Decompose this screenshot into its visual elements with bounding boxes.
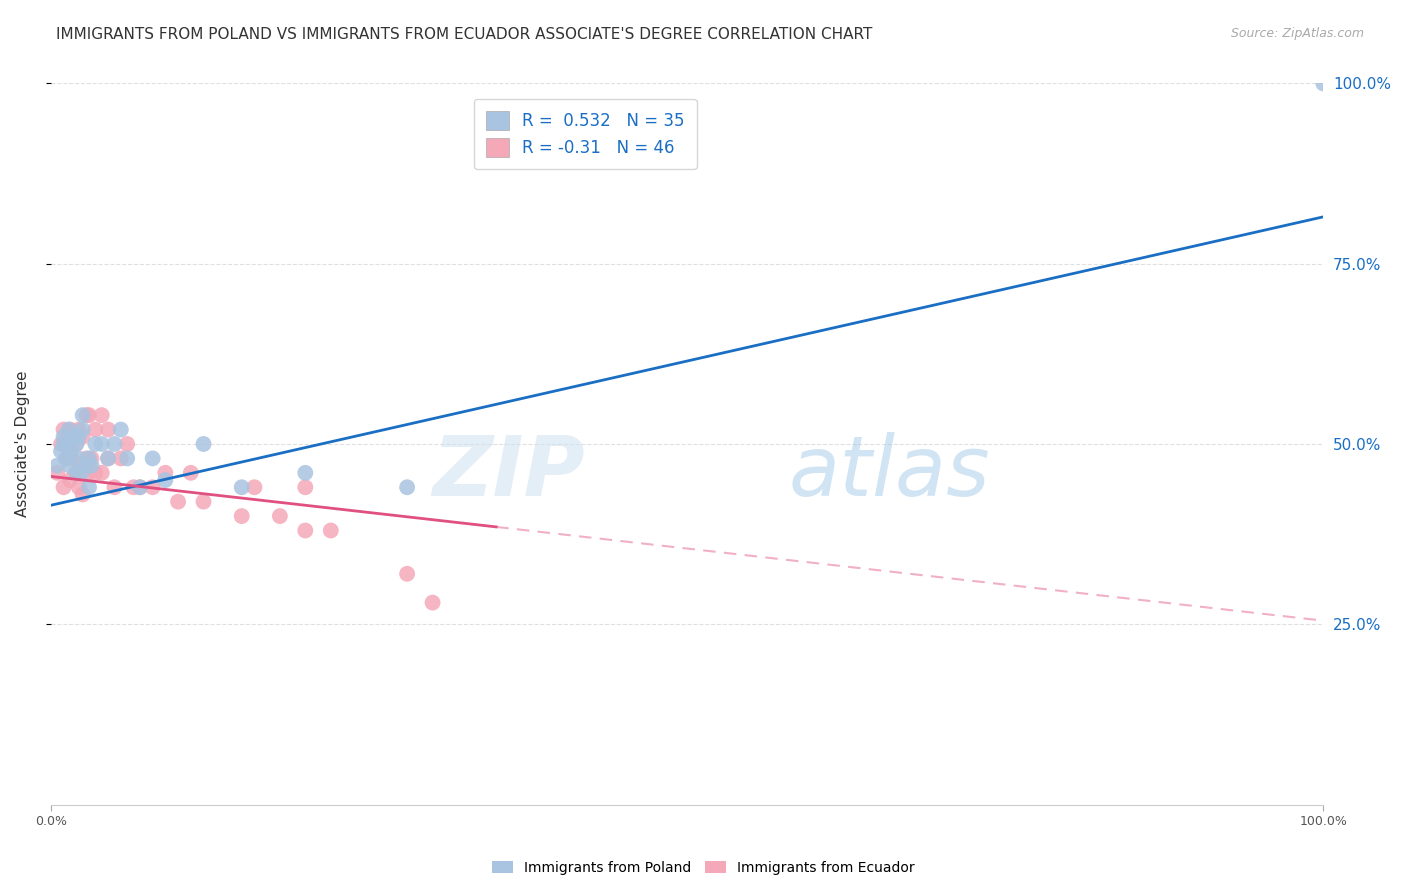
Point xyxy=(155,473,177,487)
Point xyxy=(103,437,125,451)
Point xyxy=(84,423,107,437)
Text: atlas: atlas xyxy=(789,433,990,513)
Point xyxy=(90,466,112,480)
Point xyxy=(77,480,100,494)
Point xyxy=(97,423,120,437)
Point xyxy=(294,466,316,480)
Point xyxy=(65,437,87,451)
Point xyxy=(60,444,83,458)
Point xyxy=(167,494,190,508)
Point xyxy=(65,437,87,451)
Point xyxy=(65,466,87,480)
Point xyxy=(319,524,342,538)
Point xyxy=(110,423,132,437)
Point xyxy=(72,430,94,444)
Point xyxy=(72,423,94,437)
Point xyxy=(59,423,82,437)
Point xyxy=(294,524,316,538)
Point xyxy=(110,451,132,466)
Point xyxy=(84,437,107,451)
Legend: R =  0.532   N = 35, R = -0.31   N = 46: R = 0.532 N = 35, R = -0.31 N = 46 xyxy=(474,99,696,169)
Point xyxy=(49,444,72,458)
Point xyxy=(75,458,97,473)
Point xyxy=(67,451,90,466)
Point xyxy=(80,451,103,466)
Point xyxy=(46,466,69,480)
Point xyxy=(231,509,253,524)
Point xyxy=(59,473,82,487)
Point xyxy=(62,430,84,444)
Point xyxy=(129,480,152,494)
Point xyxy=(97,451,120,466)
Point xyxy=(49,437,72,451)
Point xyxy=(59,458,82,473)
Point xyxy=(52,423,75,437)
Point xyxy=(52,480,75,494)
Point xyxy=(243,480,266,494)
Point xyxy=(67,430,90,444)
Point xyxy=(1312,77,1334,91)
Point xyxy=(52,430,75,444)
Point xyxy=(269,509,291,524)
Point xyxy=(70,458,93,473)
Point xyxy=(67,423,90,437)
Point xyxy=(75,408,97,422)
Point xyxy=(80,458,103,473)
Point xyxy=(46,458,69,473)
Point xyxy=(58,437,80,451)
Point xyxy=(59,437,82,451)
Point xyxy=(67,480,90,494)
Point xyxy=(129,480,152,494)
Point xyxy=(55,451,77,466)
Text: IMMIGRANTS FROM POLAND VS IMMIGRANTS FROM ECUADOR ASSOCIATE'S DEGREE CORRELATION: IMMIGRANTS FROM POLAND VS IMMIGRANTS FRO… xyxy=(56,27,873,42)
Text: Source: ZipAtlas.com: Source: ZipAtlas.com xyxy=(1230,27,1364,40)
Point xyxy=(72,487,94,501)
Point xyxy=(115,451,138,466)
Point xyxy=(65,466,87,480)
Point xyxy=(75,451,97,466)
Point xyxy=(72,408,94,422)
Point xyxy=(77,466,100,480)
Point xyxy=(55,451,77,466)
Point xyxy=(142,480,165,494)
Point xyxy=(396,480,419,494)
Point xyxy=(60,451,83,466)
Point xyxy=(90,437,112,451)
Point xyxy=(77,451,100,466)
Point xyxy=(103,480,125,494)
Point xyxy=(396,566,419,581)
Point xyxy=(62,430,84,444)
Point xyxy=(122,480,145,494)
Point xyxy=(142,451,165,466)
Point xyxy=(422,596,444,610)
Point xyxy=(77,408,100,422)
Point xyxy=(115,437,138,451)
Legend: Immigrants from Poland, Immigrants from Ecuador: Immigrants from Poland, Immigrants from … xyxy=(486,855,920,880)
Point xyxy=(193,494,215,508)
Point xyxy=(294,480,316,494)
Point xyxy=(84,466,107,480)
Y-axis label: Associate's Degree: Associate's Degree xyxy=(15,371,30,517)
Point xyxy=(193,437,215,451)
Point xyxy=(97,451,120,466)
Point xyxy=(180,466,202,480)
Point xyxy=(70,466,93,480)
Point xyxy=(90,408,112,422)
Point xyxy=(155,466,177,480)
Text: ZIP: ZIP xyxy=(433,433,585,513)
Point xyxy=(231,480,253,494)
Point xyxy=(52,437,75,451)
Point xyxy=(58,423,80,437)
